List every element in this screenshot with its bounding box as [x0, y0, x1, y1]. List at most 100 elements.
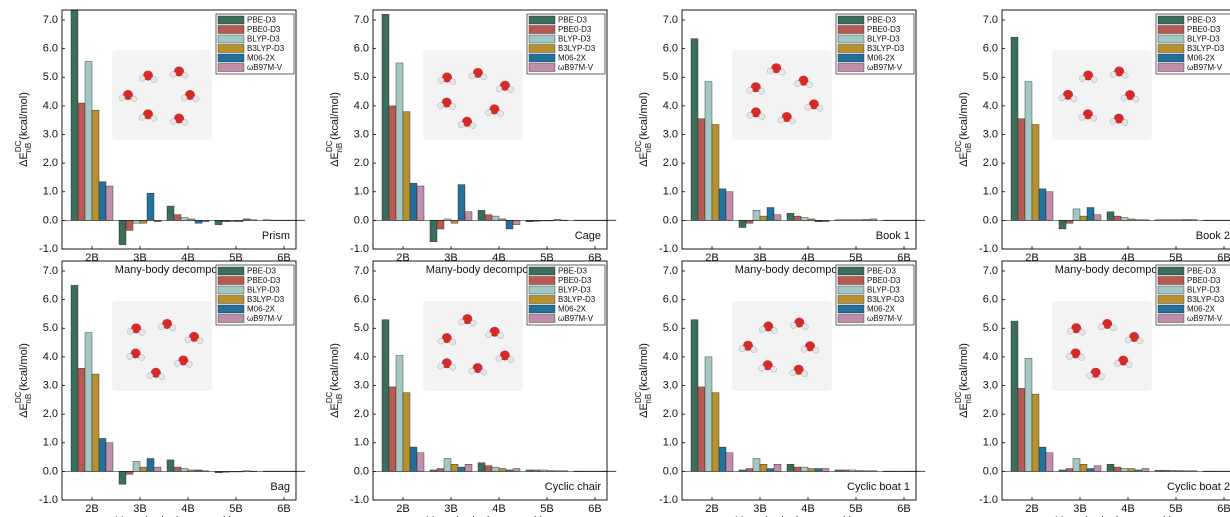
legend-swatch	[838, 64, 864, 72]
hydrogen-atom	[1121, 95, 1127, 101]
bar	[918, 220, 925, 221]
hydrogen-atom	[170, 71, 176, 77]
y-tick-label: 5.0	[354, 71, 369, 83]
legend: PBE-D3PBE0-D3BLYP-D3B3LYP-D3M06-2XωB97M-…	[1156, 265, 1230, 325]
bar	[1073, 458, 1080, 471]
legend-label: B3LYP-D3	[558, 295, 596, 304]
bar	[1025, 358, 1032, 471]
hydrogen-atom	[450, 78, 456, 84]
legend-swatch	[838, 16, 864, 24]
bar	[801, 218, 808, 221]
bar	[147, 458, 154, 471]
hydrogen-atom	[458, 319, 464, 325]
hydrogen-atom	[438, 338, 444, 344]
legend-swatch	[218, 286, 244, 294]
y-tick-label: 6.0	[43, 43, 58, 55]
hydrogen-atom	[747, 112, 753, 118]
bar	[1025, 82, 1032, 221]
y-tick-label: 4.0	[663, 100, 678, 112]
y-tick-label: 5.0	[663, 322, 678, 334]
x-tick-label: 3B	[133, 503, 146, 515]
legend-swatch	[1158, 277, 1184, 285]
bar	[126, 220, 133, 230]
bar	[1087, 207, 1094, 220]
x-tick-label: 6B	[588, 252, 601, 264]
legend-label: M06-2X	[1187, 305, 1216, 314]
y-tick-label: 2.0	[354, 157, 369, 169]
hydrogen-atom	[747, 87, 753, 93]
bar	[1059, 220, 1066, 229]
bar	[92, 374, 99, 471]
y-tick-label: 7.0	[983, 265, 998, 277]
bar	[767, 469, 774, 472]
hydrogen-atom	[751, 347, 757, 353]
bar	[1066, 220, 1073, 223]
bar	[712, 393, 719, 472]
bar	[92, 110, 99, 220]
legend-swatch	[529, 277, 555, 285]
bar	[465, 212, 472, 221]
hydrogen-atom	[1110, 119, 1116, 125]
y-label-sup: DC	[14, 140, 23, 152]
hydrogen-atom	[185, 337, 191, 343]
legend-label: B3LYP-D3	[1187, 44, 1225, 53]
bar	[396, 63, 403, 220]
hydrogen-atom	[778, 117, 784, 123]
panel-annotation: Cyclic chair	[545, 481, 602, 493]
y-label-unit: (kcal/mol)	[638, 92, 650, 140]
legend-label: PBE-D3	[247, 16, 276, 25]
hydrogen-atom	[790, 118, 796, 124]
hydrogen-atom	[486, 332, 492, 338]
bar	[403, 112, 410, 221]
hydrogen-atom	[1071, 96, 1077, 102]
legend-label: PBE0-D3	[867, 276, 901, 285]
x-tick-label: 3B	[444, 252, 457, 264]
bar	[513, 220, 520, 224]
x-tick-label: 2B	[396, 252, 409, 264]
y-tick-label: 4.0	[354, 100, 369, 112]
x-tick-label: 5B	[229, 503, 242, 515]
panel-annotation: Bag	[270, 481, 290, 493]
hydrogen-atom	[174, 361, 180, 367]
legend-swatch	[218, 54, 244, 62]
y-tick-label: 3.0	[983, 379, 998, 391]
y-tick-label: 1.0	[983, 186, 998, 198]
bar	[794, 216, 801, 220]
x-tick-label: 3B	[1073, 503, 1086, 515]
y-tick-label: -1.0	[39, 494, 58, 506]
bar	[119, 471, 126, 484]
legend-swatch	[218, 296, 244, 304]
hydrogen-atom	[1125, 337, 1131, 343]
y-label-sup: DC	[325, 140, 334, 152]
legend-label: PBE0-D3	[1187, 276, 1221, 285]
x-tick-label: 5B	[849, 252, 862, 264]
hydrogen-atom	[1122, 73, 1128, 79]
hydrogen-atom	[801, 346, 807, 352]
hydrogen-atom	[1126, 362, 1132, 368]
y-tick-label: 4.0	[43, 351, 58, 363]
bar	[808, 469, 815, 472]
bar	[787, 213, 794, 220]
bar	[822, 469, 829, 472]
hydrogen-atom	[158, 324, 164, 330]
legend-swatch	[1158, 16, 1184, 24]
y-tick-label: 1.0	[43, 186, 58, 198]
y-tick-label: 7.0	[663, 265, 678, 277]
y-tick-label: 1.0	[983, 437, 998, 449]
bar	[458, 185, 465, 221]
hydrogen-atom	[795, 81, 801, 87]
legend-label: PBE0-D3	[558, 276, 592, 285]
legend-label: PBE-D3	[867, 16, 896, 25]
legend: PBE-D3PBE0-D3BLYP-D3B3LYP-D3M06-2XωB97M-…	[836, 265, 914, 325]
bar	[106, 186, 113, 220]
y-label-main: ΔE	[18, 403, 30, 418]
hydrogen-atom	[170, 325, 176, 331]
legend-swatch	[529, 315, 555, 323]
legend-label: BLYP-D3	[558, 35, 591, 44]
bar	[167, 206, 174, 220]
hydrogen-atom	[771, 327, 777, 333]
legend-swatch	[218, 305, 244, 313]
bar	[918, 471, 925, 472]
x-tick-label: 3B	[1073, 252, 1086, 264]
hydrogen-atom	[147, 373, 153, 379]
